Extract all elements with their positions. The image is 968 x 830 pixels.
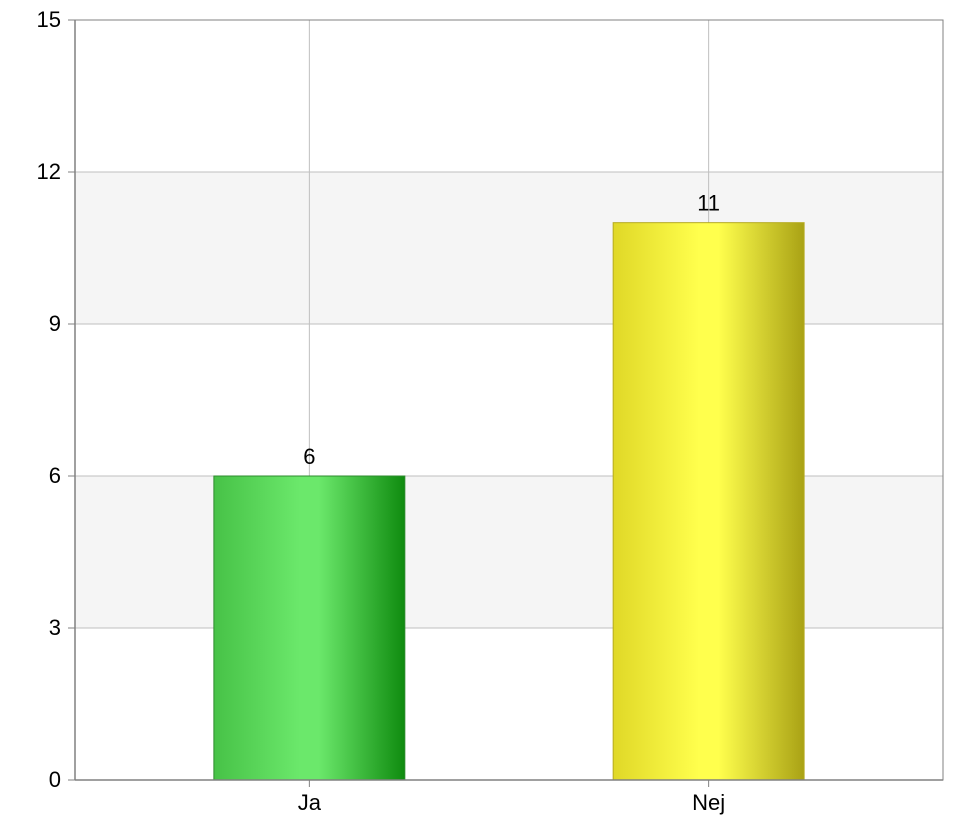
y-tick-label: 0	[49, 767, 61, 792]
bar-value-label: 6	[303, 444, 315, 469]
y-tick-label: 6	[49, 463, 61, 488]
y-tick-label: 15	[37, 7, 61, 32]
y-tick-label: 12	[37, 159, 61, 184]
bar-nej	[613, 223, 804, 780]
x-tick-label: Nej	[692, 790, 725, 815]
bar-value-label: 11	[697, 191, 720, 216]
bar-chart: 6 11 0 3 6 9 12 15 Ja Nej	[0, 0, 968, 830]
y-tick-label: 9	[49, 311, 61, 336]
bar-ja	[214, 476, 405, 780]
x-tick-label: Ja	[298, 790, 322, 815]
y-tick-label: 3	[49, 615, 61, 640]
